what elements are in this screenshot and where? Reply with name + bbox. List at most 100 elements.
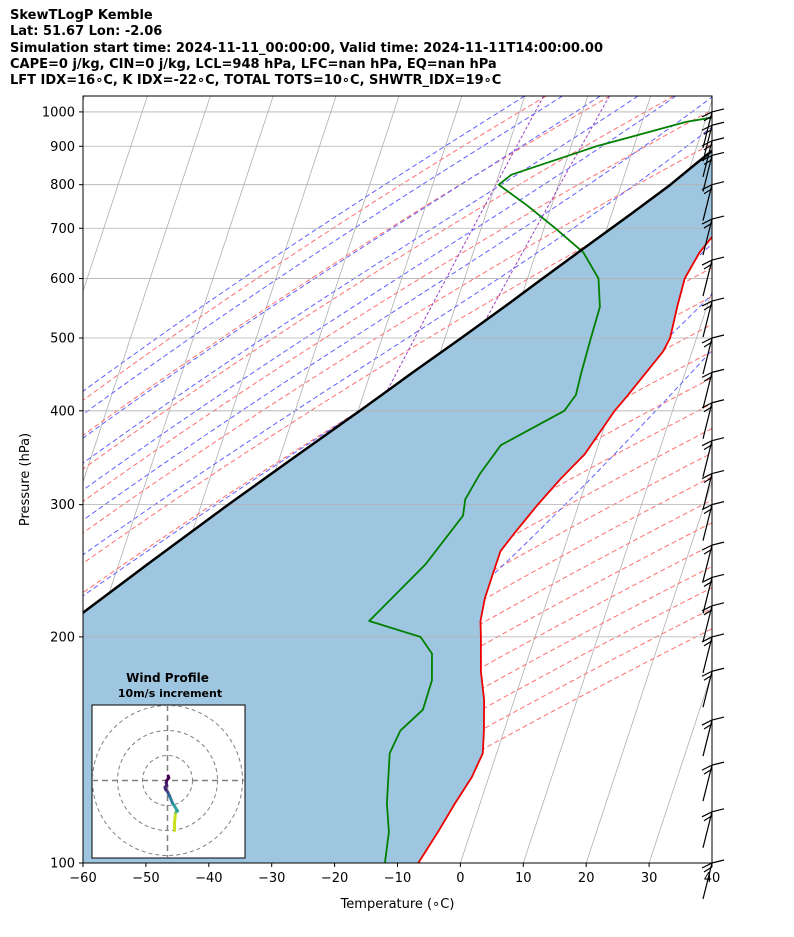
wind-barb-flag — [703, 222, 713, 229]
x-tick-label: −10 — [384, 871, 411, 886]
y-tick-label: 400 — [50, 404, 75, 419]
wind-barb-flag — [701, 337, 713, 344]
wind-barb-flag — [711, 633, 725, 638]
header-times: Simulation start time: 2024-11-11_00:00:… — [10, 40, 603, 56]
wind-barb — [701, 256, 725, 297]
cape-cin-shading — [83, 150, 712, 863]
wind-barb-staff — [702, 636, 713, 674]
wind-barb-flag — [703, 674, 713, 681]
isotherm-line — [522, 289, 712, 863]
x-tick-label: −20 — [321, 871, 348, 886]
wind-barb-flag — [703, 375, 713, 382]
wind-barb-flag — [701, 218, 713, 225]
wind-barb-flag — [711, 808, 725, 813]
isotherm-line — [83, 96, 211, 484]
wind-barb-flag — [701, 764, 713, 771]
wind-barb-flag — [701, 259, 713, 266]
x-tick-label: −40 — [195, 871, 222, 886]
wind-barb-flag — [703, 158, 713, 165]
wind-barb-flag — [701, 862, 713, 869]
moist-adiabat-line — [83, 96, 601, 439]
x-tick-label: 0 — [456, 871, 464, 886]
wind-barb-flag — [703, 115, 713, 122]
wind-barb — [701, 151, 725, 192]
isotherm-line — [711, 861, 712, 863]
wind-barb — [701, 602, 725, 642]
isotherm-line — [585, 480, 712, 863]
wind-barb-flag — [703, 866, 713, 873]
wind-barb-staff — [702, 184, 713, 221]
header-indices-2: LFT IDX=16∘C, K IDX=-22∘C, TOTAL TOTS=10… — [10, 73, 502, 89]
wind-barb-flag — [703, 263, 713, 270]
wind-barb — [701, 501, 725, 541]
y-tick-label: 900 — [50, 140, 75, 155]
y-axis-label: Pressure (hPa) — [18, 433, 33, 526]
hodograph-subtitle: 10m/s increment — [118, 687, 222, 700]
dry-adiabat-line — [83, 175, 712, 564]
wind-barb-flag — [701, 811, 713, 818]
moist-adiabat-line — [83, 126, 712, 556]
wind-barb-flag — [703, 144, 713, 151]
dry-adiabat-line — [83, 476, 712, 846]
wind-barb-staff — [702, 504, 713, 541]
wind-barb — [701, 215, 725, 256]
wind-barb-flag — [711, 181, 725, 186]
wind-barb-flag — [701, 544, 713, 551]
hodograph-title: Wind Profile — [126, 671, 209, 685]
wind-barb-flag — [701, 371, 713, 378]
x-tick-label: 30 — [641, 871, 658, 886]
dry-adiabat-line — [120, 522, 712, 863]
wind-barb-staff — [702, 544, 713, 582]
x-tick-label: −50 — [132, 871, 159, 886]
wind-barb-flag — [703, 508, 713, 515]
x-axis-label: Temperature (∘C) — [340, 897, 455, 912]
header-block: SkewTLogP Kemble Lat: 51.67 Lon: -2.06 S… — [10, 8, 603, 89]
wind-barb-flag — [703, 341, 713, 348]
wind-barb-flag — [711, 137, 725, 142]
hodograph-segment — [166, 774, 171, 780]
wind-barb — [701, 633, 725, 674]
wind-barb — [701, 808, 725, 848]
wind-barb-flag — [711, 121, 725, 126]
moist-adiabat-line — [83, 96, 563, 415]
wind-barb-flag — [703, 580, 713, 587]
moist-adiabat-line — [124, 349, 712, 863]
wind-barb — [701, 334, 725, 375]
y-tick-label: 700 — [50, 222, 75, 237]
wind-barb-flag — [711, 602, 725, 607]
wind-barb-staff — [702, 719, 713, 757]
wind-barb-flag — [703, 548, 713, 555]
wind-barb — [701, 437, 725, 477]
wind-barb — [701, 368, 725, 409]
dry-adiabat-line — [83, 143, 712, 534]
wind-barb-flag — [703, 768, 713, 775]
wind-barb-staff — [702, 337, 713, 375]
wind-barb — [701, 541, 725, 582]
header-indices-1: CAPE=0 j/kg, CIN=0 j/kg, LCL=948 hPa, LF… — [10, 56, 497, 72]
wind-barb-staff — [702, 111, 713, 149]
wind-barb-flag — [703, 609, 713, 616]
wind-barb — [701, 297, 725, 338]
wind-barb-flag — [711, 573, 725, 579]
hodograph-inset-frame — [91, 704, 246, 859]
y-tick-label: 600 — [50, 272, 75, 287]
wind-barb-staff — [702, 259, 713, 297]
wind-barb-flag — [711, 108, 725, 113]
wind-barb-staff — [702, 125, 713, 162]
wind-barb-flag — [703, 406, 713, 413]
wind-barb — [701, 667, 725, 708]
wind-barb-flag — [711, 256, 725, 261]
wind-barb-flag — [703, 477, 713, 484]
wind-barb-staff — [702, 577, 713, 614]
isotherm-line — [648, 671, 712, 863]
wind-barb-flag — [711, 297, 725, 302]
wind-barb-flag — [711, 716, 725, 721]
wind-barb-flag — [711, 541, 725, 546]
isotherm-line — [83, 96, 274, 674]
wind-barb-staff — [702, 764, 713, 802]
wind-barb-staff — [702, 440, 713, 477]
wind-barb — [701, 108, 725, 149]
wind-barb-flag — [711, 761, 725, 766]
isotherm-line — [83, 96, 85, 102]
